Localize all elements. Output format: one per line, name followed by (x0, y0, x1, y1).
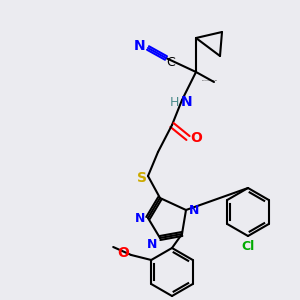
Text: N: N (147, 238, 157, 250)
Text: H: H (169, 95, 179, 109)
Text: O: O (190, 131, 202, 145)
Text: N: N (189, 203, 199, 217)
Text: S: S (137, 171, 147, 185)
Text: Cl: Cl (242, 239, 255, 253)
Text: C: C (167, 56, 176, 70)
Text: N: N (134, 39, 146, 53)
Text: methyl shown as line: methyl shown as line (202, 80, 217, 81)
Text: N: N (135, 212, 145, 224)
Text: N: N (181, 95, 193, 109)
Text: O: O (117, 246, 129, 260)
